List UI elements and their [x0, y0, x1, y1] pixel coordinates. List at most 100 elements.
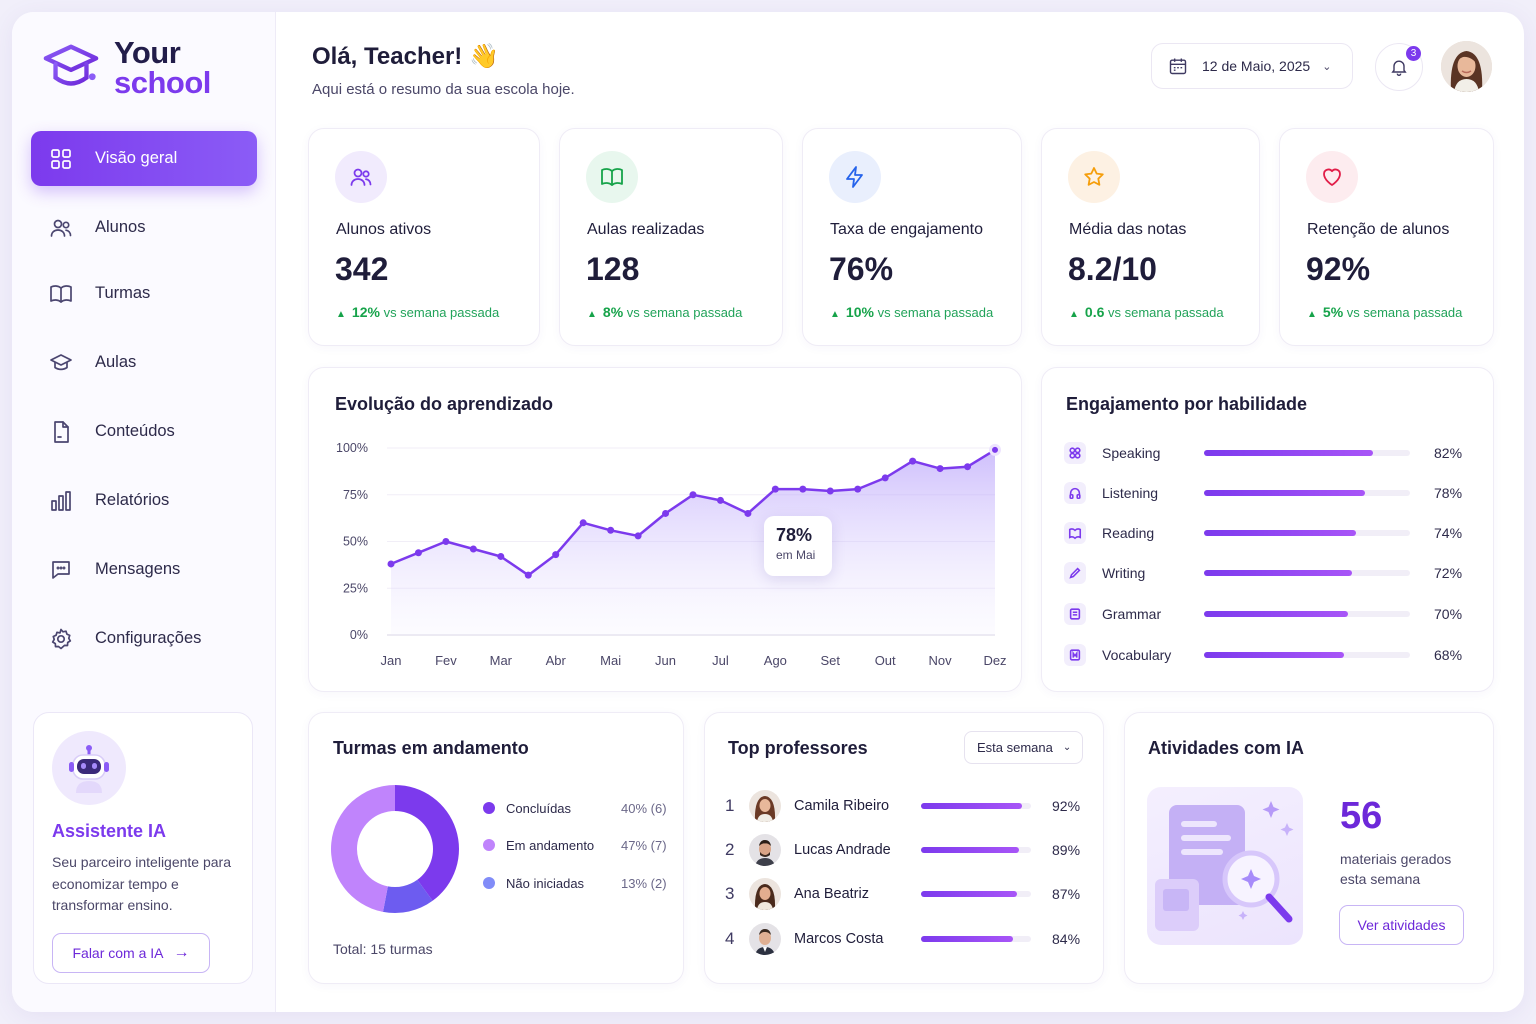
stat-delta: ▲ 5% vs semana passada — [1307, 304, 1463, 320]
chart-point — [909, 457, 917, 465]
chart-point — [716, 496, 724, 504]
notification-badge: 3 — [1406, 46, 1421, 61]
file-icon — [54, 420, 69, 443]
professor-percent: 84% — [1052, 931, 1081, 947]
classes-card: Turmas em andamento Concluídas 40% (6) E… — [308, 712, 684, 984]
top-professors-card: Top professores Esta semana ⌄ 1 Camila R… — [704, 712, 1104, 984]
stat-label: Retenção de alunos — [1307, 221, 1450, 238]
date-value: 12 de Maio, 2025 — [1202, 58, 1311, 74]
donut-slice — [383, 879, 433, 913]
y-tick-label: 75% — [343, 488, 368, 502]
pencil-icon — [1064, 562, 1086, 584]
greeting-subtitle: Aqui está o resumo da sua escola hoje. — [312, 81, 575, 98]
y-tick-label: 100% — [336, 441, 368, 455]
professor-row[interactable]: 2 Lucas Andrade 89% — [725, 833, 1085, 867]
document-magic-illustration — [1147, 787, 1303, 945]
skill-progress-track — [1204, 490, 1410, 496]
star-icon — [1068, 151, 1120, 203]
skill-progress-track — [1204, 570, 1410, 576]
chevron-down-icon: ⌄ — [1322, 60, 1332, 73]
y-tick-label: 50% — [343, 535, 368, 549]
sidebar: Your school Visão geral Alunos Turmas Au… — [12, 12, 276, 1012]
professor-progress-fill — [921, 847, 1019, 853]
professor-percent: 87% — [1052, 886, 1081, 902]
professor-progress-fill — [921, 803, 1023, 809]
sidebar-item-configuracoes[interactable]: Configurações — [31, 611, 257, 666]
professor-avatar — [749, 878, 781, 910]
calendar-icon — [1169, 58, 1187, 75]
period-filter-dropdown[interactable]: Esta semana ⌄ — [964, 731, 1083, 764]
skill-name: Speaking — [1102, 445, 1161, 461]
stat-label: Aulas realizadas — [587, 221, 705, 238]
y-tick-label: 25% — [343, 581, 368, 595]
chart-point — [662, 509, 670, 517]
professor-row[interactable]: 3 Ana Beatriz 87% — [725, 877, 1085, 911]
brand-line-1: Your — [114, 35, 181, 70]
professor-avatar — [749, 790, 781, 822]
chart-point — [826, 487, 834, 495]
sidebar-item-label: Alunos — [95, 218, 146, 236]
chart-point — [387, 560, 395, 568]
stat-delta-text: vs semana passada — [383, 305, 500, 320]
date-picker[interactable]: 12 de Maio, 2025 ⌄ — [1151, 43, 1353, 89]
learning-area-chart: 0% 25% 50% 75% 100% Jan Fev Mar Abr Mai Jun Jul Ago S… — [336, 441, 1007, 668]
classes-total: Total: 15 turmas — [333, 941, 433, 957]
skills-card: Engajamento por habilidade Speaking 82% … — [1041, 367, 1494, 692]
chart-tooltip: 78% em Mai — [764, 516, 832, 576]
stat-delta-text: vs semana passada — [877, 305, 994, 320]
chart-point — [634, 532, 642, 540]
legend-label: Não iniciadas — [506, 875, 585, 891]
user-avatar[interactable] — [1441, 41, 1492, 92]
stat-card-taxa-engajamento: Taxa de engajamento 76% ▲ 10% vs semana p… — [802, 128, 1022, 346]
professors-title: Top professores — [728, 738, 868, 758]
professor-avatar — [749, 923, 781, 955]
skill-row-grammar: Grammar 70% — [1064, 601, 1464, 627]
professor-percent: 89% — [1052, 842, 1081, 858]
skill-percent: 78% — [1434, 485, 1463, 501]
sidebar-item-label: Aulas — [95, 353, 137, 371]
talk-to-ai-button[interactable]: Falar com a IA → — [52, 932, 210, 973]
professor-row[interactable]: 1 Camila Ribeiro 92% — [725, 789, 1085, 823]
skill-progress-fill — [1204, 530, 1357, 536]
sidebar-item-alunos[interactable]: Alunos — [31, 200, 257, 255]
view-activities-button[interactable]: Ver atividades — [1339, 905, 1464, 945]
professor-row[interactable]: 4 Marcos Costa 84% — [725, 922, 1085, 956]
ai-assistant-card: Assistente IA Seu parceiro inteligente p… — [33, 712, 253, 984]
brand-logo[interactable]: Your school — [42, 35, 211, 98]
learning-chart-title: Evolução do aprendizado — [335, 394, 554, 414]
skills-title: Engajamento por habilidade — [1066, 394, 1308, 414]
professor-progress-track — [921, 936, 1031, 942]
ai-activities-subtitle: materiais gerados esta semana — [1340, 851, 1452, 887]
skill-progress-track — [1204, 450, 1410, 456]
talk-to-ai-label: Falar com a IA — [72, 944, 164, 961]
skill-row-speaking: Speaking 82% — [1064, 440, 1464, 466]
professor-avatar — [749, 834, 781, 866]
stat-value: 8.2/10 — [1068, 251, 1157, 287]
sidebar-item-turmas[interactable]: Turmas — [31, 266, 257, 321]
classes-title: Turmas em andamento — [333, 738, 529, 758]
notifications-button[interactable]: 3 — [1375, 43, 1423, 91]
skill-row-writing: Writing 72% — [1064, 560, 1464, 586]
stat-delta-value: 8% — [602, 304, 624, 320]
sidebar-item-mensagens[interactable]: Mensagens — [31, 542, 257, 597]
professor-rank: 1 — [725, 796, 735, 815]
legend-dot — [483, 802, 495, 814]
stat-delta: ▲ 12% vs semana passada — [336, 304, 500, 320]
chart-point — [936, 465, 944, 473]
sidebar-item-visao-geral[interactable]: Visão geral — [31, 131, 257, 186]
sidebar-item-aulas[interactable]: Aulas — [31, 335, 257, 390]
stat-delta-value: 0.6 — [1084, 304, 1105, 320]
stat-delta-text: vs semana passada — [1108, 305, 1224, 320]
skill-name: Writing — [1102, 565, 1146, 581]
x-tick-label: Nov — [929, 653, 953, 668]
stat-value: 92% — [1306, 251, 1371, 287]
sidebar-item-conteudos[interactable]: Conteúdos — [31, 404, 257, 459]
skill-name: Reading — [1102, 525, 1155, 541]
chart-point — [964, 463, 972, 471]
skill-name: Grammar — [1102, 606, 1162, 622]
app-window: Your school Visão geral Alunos Turmas Au… — [12, 12, 1524, 1012]
stat-delta: ▲ 0.6 vs semana passada — [1069, 304, 1224, 320]
sidebar-item-relatorios[interactable]: Relatórios — [31, 473, 257, 528]
view-activities-label: Ver atividades — [1357, 917, 1446, 933]
stat-value: 76% — [829, 251, 894, 287]
